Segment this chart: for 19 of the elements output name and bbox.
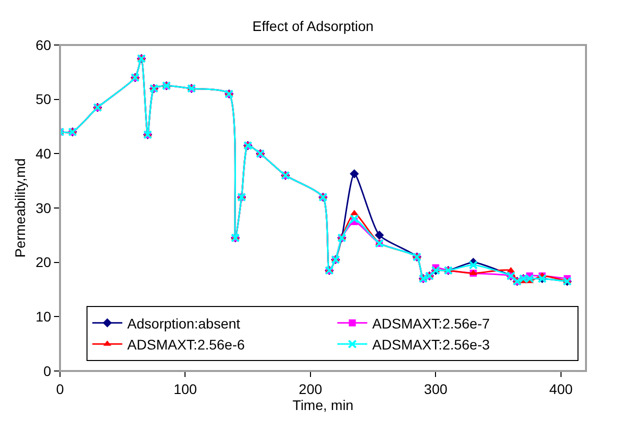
x-tick-label: 300 [424,380,448,397]
legend-label: ADSMAXT:2.56e-3 [372,336,490,352]
x-axis-title: Time, min [292,396,354,413]
x-tick-label: 400 [549,380,573,397]
y-tick-label: 40 [36,146,52,162]
x-tick-label: 100 [174,380,198,397]
y-tick-label: 60 [36,36,52,53]
x-tick-label: 0 [56,380,64,397]
y-axis-title: Permeability,md [12,158,28,258]
legend-label: ADSMAXT:2.56e-7 [372,315,490,332]
chart-title: Effect of Adsorption [252,18,374,34]
legend-label: Adsorption:absent [127,315,240,332]
legend-label: ADSMAXT:2.56e-6 [127,336,246,352]
y-tick-label: 50 [36,91,52,108]
y-tick-label: 20 [36,254,52,270]
y-tick-label: 10 [36,308,52,325]
x-tick-label: 200 [298,380,322,397]
y-tick-label: 30 [36,200,52,216]
y-tick-label: 0 [43,362,52,379]
